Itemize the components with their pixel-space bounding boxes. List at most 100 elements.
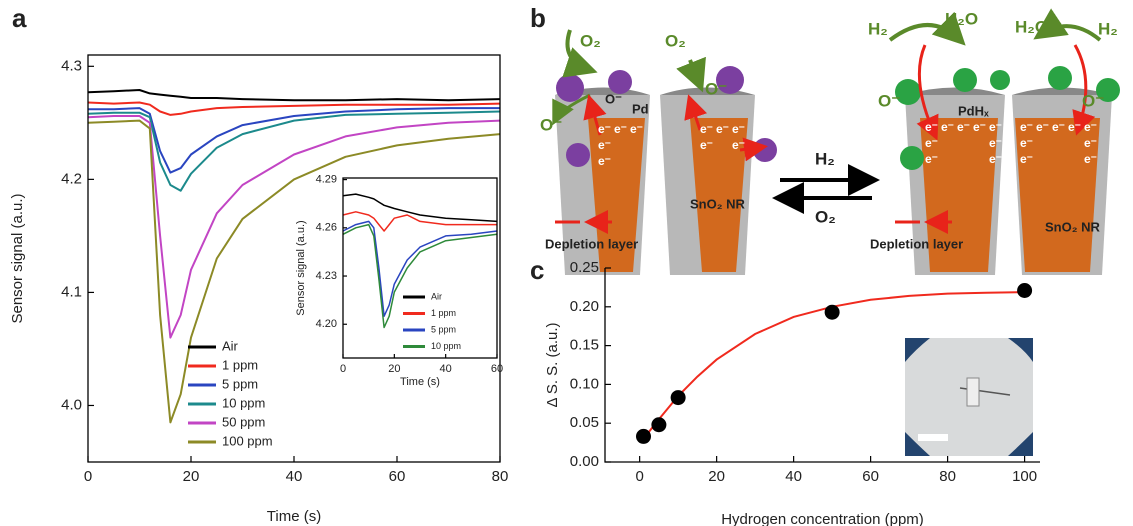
inset-background	[343, 178, 497, 358]
x-tick-label: 60	[389, 468, 406, 485]
diagram-label: H₂	[1098, 19, 1118, 38]
panel-label: c	[530, 255, 544, 285]
diagram-label: H₂O	[945, 9, 978, 28]
data-line	[87, 89, 501, 102]
diagram-label: Depletion layer	[870, 236, 963, 251]
diagram-label: PdHₓ	[958, 103, 989, 118]
axes	[604, 268, 1040, 463]
x-tick-label: 40	[440, 363, 452, 375]
electron-label: e⁻	[1052, 120, 1065, 134]
electron-label: e⁻	[732, 138, 745, 152]
data-point	[651, 417, 667, 433]
legend-label: 1 ppm	[222, 357, 258, 372]
data-line	[342, 211, 497, 232]
x-tick-label: 20	[183, 468, 200, 485]
data-line	[87, 115, 501, 339]
electron-label: e⁻	[1020, 120, 1033, 134]
y-tick-label: 4.0	[61, 396, 82, 413]
data-line	[342, 193, 498, 223]
electron-label: e⁻	[716, 122, 729, 136]
diagram-label: Depletion layer	[545, 236, 638, 251]
data-point	[670, 390, 686, 406]
diagram-label: O₂	[815, 207, 836, 226]
photo	[905, 338, 1033, 456]
electron-label: e⁻	[1068, 120, 1081, 134]
electron-label: e⁻	[1020, 136, 1033, 150]
electron-label: e⁻	[925, 152, 938, 166]
diagram-label: O⁻	[878, 91, 900, 110]
y-tick-label: 4.2	[61, 170, 82, 187]
legend-label: 50 ppm	[222, 414, 265, 429]
electron-label: e⁻	[614, 122, 627, 136]
y-tick-label: 4.29	[316, 174, 337, 186]
electron-label: e⁻	[1020, 152, 1033, 166]
y-axis-label: Sensor signal (a.u.)	[295, 220, 307, 315]
electron-label: e⁻	[732, 122, 745, 136]
x-tick-label: 40	[785, 468, 802, 485]
legend-label: Air	[222, 338, 239, 353]
y-tick-label: 0.20	[570, 298, 599, 315]
x-tick-label: 80	[939, 468, 956, 485]
data-point	[1017, 283, 1033, 299]
y-tick-label: 4.1	[61, 283, 82, 300]
data-point	[824, 304, 840, 320]
x-tick-label: 60	[491, 363, 503, 375]
y-tick-label: 4.20	[316, 318, 337, 330]
plot-frame	[342, 177, 498, 359]
legend-label: 5 ppm	[431, 324, 456, 334]
data-line	[88, 107, 500, 174]
electron-label: e⁻	[925, 120, 938, 134]
diagram-label: H₂O	[1015, 17, 1048, 36]
x-tick-label: 100	[1012, 468, 1037, 485]
diagram-right: H₂ H₂O H₂O H₂ O⁻ O⁻ PdHₓ SnO₂ NR Depleti…	[868, 8, 1120, 275]
y-tick-label: 0.25	[570, 259, 599, 276]
diagram-label: H₂	[815, 149, 835, 168]
x-tick-label: 40	[286, 468, 303, 485]
x-axis-label: Time (s)	[400, 376, 440, 388]
diagram-label: O⁻	[605, 91, 622, 106]
legend-label: Air	[431, 291, 442, 301]
data-line	[342, 220, 498, 317]
electron-label: e⁻	[1084, 152, 1097, 166]
diagram-label: Pd	[632, 101, 649, 116]
legend-label: 10 ppm	[431, 341, 461, 351]
electron-label: e⁻	[700, 122, 713, 136]
electron-label: e⁻	[700, 138, 713, 152]
x-tick-label: 0	[84, 468, 92, 485]
data-line	[342, 223, 498, 329]
data-line	[87, 110, 501, 192]
x-tick-label: 0	[340, 363, 346, 375]
x-tick-label: 0	[635, 468, 643, 485]
electron-label: e⁻	[989, 152, 1002, 166]
electron-label: e⁻	[989, 136, 1002, 150]
x-tick-label: 20	[388, 363, 400, 375]
panel-label: b	[530, 3, 546, 33]
y-tick-label: 0.10	[570, 375, 599, 392]
electron-label: e⁻	[973, 120, 986, 134]
diagram-label: O₂	[580, 31, 601, 50]
y-tick-label: 0.05	[570, 414, 599, 431]
electron-label: e⁻	[598, 138, 611, 152]
y-tick-label: 0.15	[570, 337, 599, 354]
diagram-label: O⁻	[1082, 91, 1104, 110]
legend-label: 10 ppm	[222, 395, 265, 410]
data-point	[635, 428, 651, 444]
diagram-label: O⁻	[540, 115, 562, 134]
x-axis-label: Hydrogen concentration (ppm)	[721, 511, 924, 526]
electron-label: e⁻	[925, 136, 938, 150]
electron-label: e⁻	[598, 154, 611, 168]
data-line	[87, 101, 501, 116]
electron-label: e⁻	[957, 120, 970, 134]
diagram-left: O₂ O₂ O⁻ O⁻ O⁻ Pd SnO₂ NR Depletion laye…	[540, 29, 777, 275]
diagram-label: SnO₂ NR	[1045, 219, 1101, 234]
y-tick-label: 0.00	[570, 453, 599, 470]
x-tick-label: 80	[492, 468, 509, 485]
diagram-label: H₂	[868, 19, 888, 38]
diagram-label: SnO₂ NR	[690, 196, 746, 211]
plot-frame	[87, 54, 501, 463]
electron-label: e⁻	[630, 122, 643, 136]
electron-label: e⁻	[989, 120, 1002, 134]
electron-label: e⁻	[598, 122, 611, 136]
electron-label: e⁻	[1036, 120, 1049, 134]
